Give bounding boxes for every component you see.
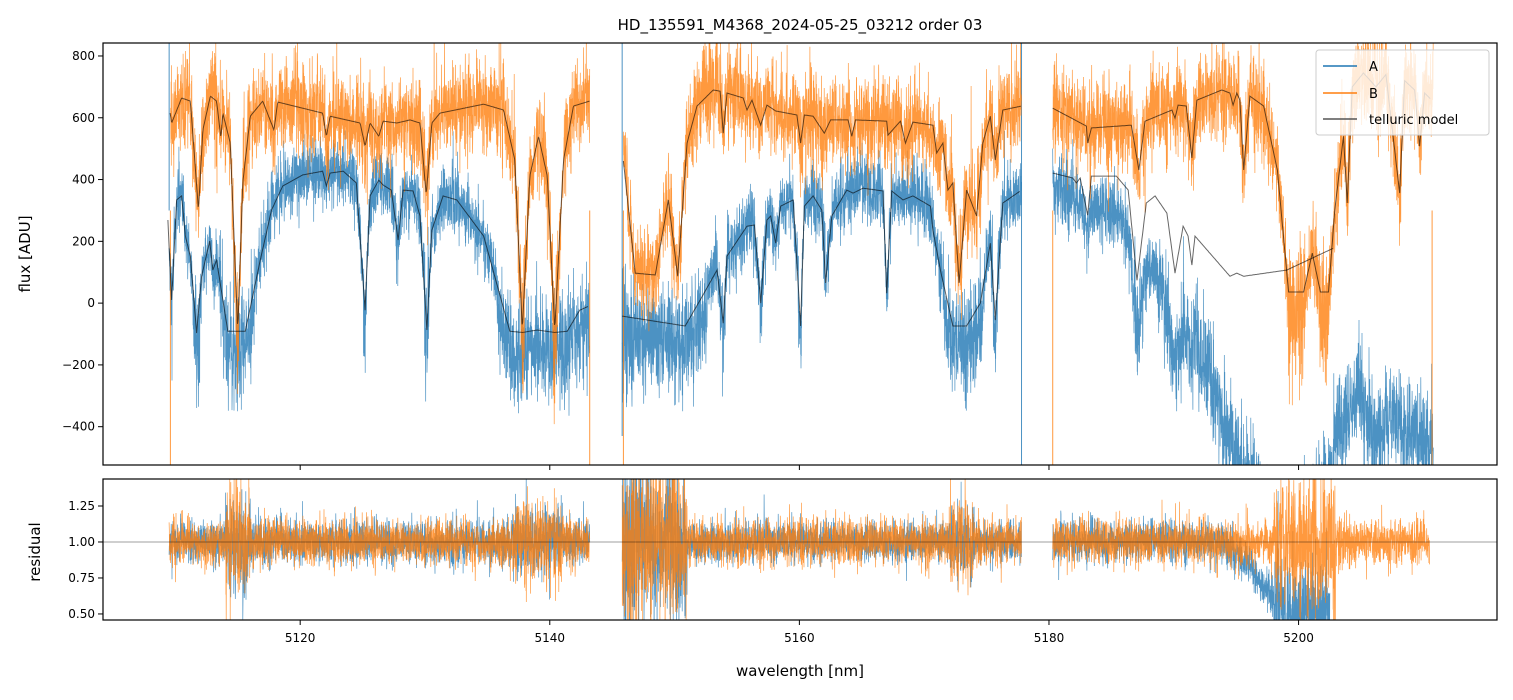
flux-series-B-segment-2 xyxy=(623,43,1022,332)
residual-ytick-label: 1.00 xyxy=(68,535,95,549)
residual-series-B-segment-3 xyxy=(1052,479,1430,620)
flux-ytick-label: 600 xyxy=(72,111,95,125)
residual-ylabel: residual xyxy=(26,522,44,581)
telluric-model-b-segment-1 xyxy=(169,95,590,326)
telluric-model-a-segment-2 xyxy=(622,187,1020,327)
xtick-label: 5120 xyxy=(285,631,316,645)
residual-ytick-label: 0.50 xyxy=(68,607,95,621)
flux-panel xyxy=(167,43,1434,465)
residual-series-B-segment-2 xyxy=(621,479,1022,620)
flux-ytick-label: 0 xyxy=(87,296,95,310)
flux-ytick-label: 800 xyxy=(72,49,95,63)
legend: A B telluric model xyxy=(1315,49,1490,136)
legend-label-A: A xyxy=(1369,60,1378,75)
residual-axes-frame xyxy=(102,478,1498,621)
flux-ytick-label: −400 xyxy=(62,420,95,434)
telluric-model-a-segment-1 xyxy=(167,170,589,334)
flux-series-A-segment-3 xyxy=(1052,139,1434,465)
telluric-model-b-segment-2 xyxy=(622,89,1021,284)
legend-label-B: B xyxy=(1369,87,1378,102)
flux-ylabel: flux [ADU] xyxy=(16,215,34,292)
residual-panel xyxy=(103,479,1497,620)
flux-ytick-label: 400 xyxy=(72,173,95,187)
residual-ytick-label: 1.25 xyxy=(68,499,95,513)
residual-ytick-label: 0.75 xyxy=(68,571,95,585)
xtick-label: 5140 xyxy=(535,631,566,645)
flux-axes-frame xyxy=(102,42,1498,466)
chart-title: HD_135591_M4368_2024-05-25_03212 order 0… xyxy=(618,16,983,35)
xtick-label: 5200 xyxy=(1283,631,1314,645)
x-axis-label: wavelength [nm] xyxy=(736,662,864,680)
flux-ytick-label: −200 xyxy=(62,358,95,372)
legend-box xyxy=(1315,49,1490,136)
xtick-label: 5160 xyxy=(784,631,815,645)
legend-label-model: telluric model xyxy=(1369,113,1458,128)
axes-ticks: 5120 5140 5160 5180 5200 −400 −200 0 200 400 600 80… xyxy=(62,49,1314,645)
xtick-label: 5180 xyxy=(1034,631,1065,645)
residual-series-B-segment-1 xyxy=(168,479,591,620)
flux-ytick-label: 200 xyxy=(72,234,95,248)
